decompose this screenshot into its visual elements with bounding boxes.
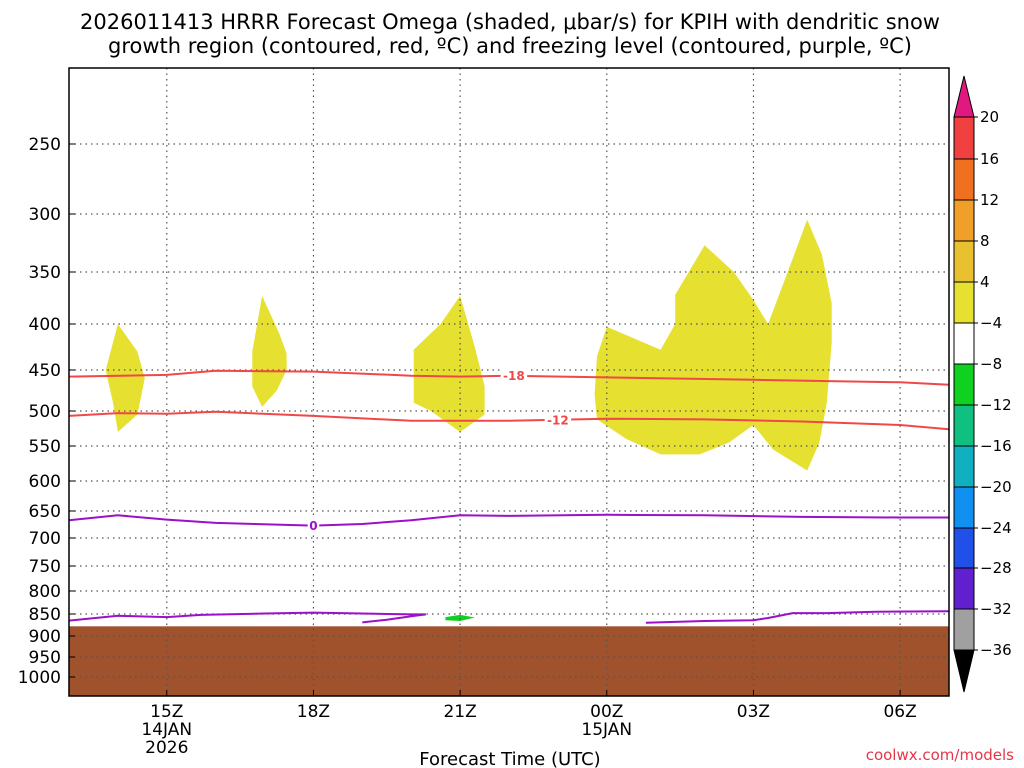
isotherm-0-low-a-line <box>69 611 427 624</box>
x-tick-label-24-0: 00Z <box>590 702 623 722</box>
colorbar-top-arrow <box>953 75 975 118</box>
colorbar-bin--12--8 <box>953 404 975 447</box>
colorbar-label-0: 20 <box>980 108 999 126</box>
terrain-below-ground <box>69 626 949 696</box>
isotherm--18-label: -18 <box>503 369 525 383</box>
colorbar-label-5: −4 <box>980 314 1002 332</box>
omega-blob-1 <box>105 324 145 432</box>
colorbar-label-4: 4 <box>980 273 990 291</box>
y-tick-label-300: 300 <box>29 205 61 225</box>
x-tick-label-24-1: 15JAN <box>581 720 632 740</box>
y-tick-label-900: 900 <box>29 627 61 647</box>
colorbar-label-6: −8 <box>980 355 1002 373</box>
plot-frame <box>68 67 950 697</box>
temperature-contours: -18 -12 0 <box>69 367 949 624</box>
colorbar-bin-0-4 <box>953 281 975 324</box>
colorbar-bin--20--16 <box>953 486 975 529</box>
y-tick-label-450: 450 <box>29 361 61 381</box>
omega-blob-2 <box>252 295 287 407</box>
colorbar-label-12: −32 <box>980 600 1012 618</box>
colorbar-label-13: −36 <box>980 641 1012 659</box>
omega-shading <box>105 219 832 621</box>
y-tick-label-1000: 1000 <box>18 668 61 688</box>
isotherm--18-line <box>69 369 949 386</box>
chart-title-line-1: 2026011413 HRRR Forecast Omega (shaded, … <box>80 10 940 34</box>
y-tick-label-650: 650 <box>29 502 61 522</box>
colorbar-bin-12-16 <box>953 158 975 201</box>
credit-text: coolwx.com/models <box>866 746 1014 764</box>
omega-blob-4 <box>594 219 832 471</box>
colorbar-label-10: −24 <box>980 519 1012 537</box>
colorbar-label-2: 12 <box>980 191 999 209</box>
isotherm-0-label: 0 <box>309 519 317 533</box>
omega-blob-3 <box>413 295 485 432</box>
chart-title-line-2: growth region (contoured, red, ºC) and f… <box>108 34 912 58</box>
ground-fill <box>69 626 949 696</box>
y-tick-label-950: 950 <box>29 648 61 668</box>
colorbar-bin--36--32 <box>953 608 975 651</box>
x-axis-title: Forecast Time (UTC) <box>419 749 600 768</box>
x-tick-label-30-0: 06Z <box>883 702 916 722</box>
colorbar-bin--24--20 <box>953 527 975 569</box>
colorbar-bottom-arrow <box>953 649 975 693</box>
y-tick-label-250: 250 <box>29 135 61 155</box>
isotherm--12-line <box>69 410 949 431</box>
isotherm--18-label-bg <box>500 367 528 384</box>
y-tick-label-350: 350 <box>29 263 61 283</box>
x-tick-label-15-1: 14JAN <box>141 720 192 740</box>
colorbar-bin-8-12 <box>953 199 975 242</box>
x-tick-label-21-0: 21Z <box>443 702 476 722</box>
colorbar-label-8: −16 <box>980 437 1012 455</box>
colorbar-label-9: −20 <box>980 478 1012 496</box>
omega-blob-5 <box>445 614 475 621</box>
y-tick-label-700: 700 <box>29 529 61 549</box>
colorbar-label-11: −28 <box>980 559 1012 577</box>
colorbar-bin--4-4 <box>953 322 975 365</box>
y-tick-label-550: 550 <box>29 437 61 457</box>
y-tick-label-400: 400 <box>29 315 61 335</box>
colorbar-label-1: 16 <box>980 150 999 168</box>
colorbar-bin--28--24 <box>953 567 975 610</box>
colorbar-label-7: −12 <box>980 396 1012 414</box>
y-tick-label-850: 850 <box>29 605 61 625</box>
y-tick-label-600: 600 <box>29 472 61 492</box>
isotherm-0-label-bg <box>307 517 320 534</box>
isotherm--12-label: -12 <box>547 414 569 428</box>
colorbar-bin-16-20 <box>953 116 975 160</box>
x-tick-label-27-0: 03Z <box>737 702 770 722</box>
colorbar-bin--16--12 <box>953 445 975 488</box>
colorbar-label-3: 8 <box>980 232 990 250</box>
isotherm-0-line <box>69 513 949 527</box>
y-tick-label-800: 800 <box>29 582 61 602</box>
colorbar: 20 16 12 8 4 −4 −8 −12 −16 −20 −24 −28 −32 −36 <box>953 75 1012 693</box>
y-axis: 2503003504004505005506006507007508008509… <box>18 135 75 688</box>
isotherm--12-label-bg <box>544 412 572 429</box>
y-tick-label-750: 750 <box>29 557 61 577</box>
y-tick-label-500: 500 <box>29 402 61 422</box>
x-tick-label-18-0: 18Z <box>297 702 330 722</box>
colorbar-bin--8--4 <box>953 363 975 406</box>
x-tick-label-15-2: 2026 <box>145 738 188 758</box>
colorbar-bin-4-8 <box>953 240 975 283</box>
x-tick-label-15-0: 15Z <box>150 702 183 722</box>
isotherm-0-low-b-line <box>645 610 949 624</box>
